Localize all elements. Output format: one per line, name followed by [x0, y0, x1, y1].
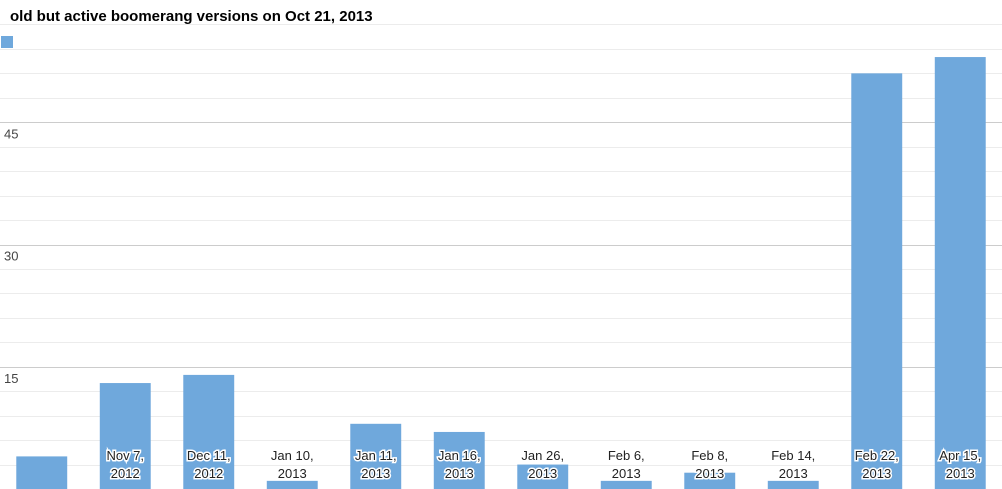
x-category-label: Feb 6, — [608, 448, 645, 463]
grid-layer — [0, 24, 1002, 466]
chart-title: old but active boomerang versions on Oct… — [10, 8, 373, 25]
x-category-label: Jan 10, — [271, 448, 314, 463]
x-category-label: 2013 — [278, 466, 307, 481]
bar[interactable] — [517, 464, 569, 489]
label-layer: 15 30 45 Nov 7, 2012 Dec 11, 2012 Jan 10, 2013 Ja… — [4, 126, 983, 482]
x-category-label: Jan 26, — [521, 448, 564, 463]
x-category-label: 2012 — [111, 466, 140, 481]
bar[interactable] — [851, 73, 903, 489]
x-category-label: 2013 — [361, 466, 390, 481]
bar[interactable] — [183, 374, 235, 489]
bar[interactable] — [934, 57, 986, 489]
x-category-label: 2012 — [194, 466, 223, 481]
bar[interactable] — [266, 480, 318, 489]
x-category-label: Jan 11, — [355, 448, 397, 463]
bar-layer — [16, 57, 986, 489]
x-category-label: 2013 — [779, 466, 808, 481]
x-category-label: 2013 — [612, 466, 641, 481]
bar[interactable] — [767, 480, 819, 489]
x-category-label: Feb 14, — [771, 448, 815, 463]
x-category-label: Dec 11, — [187, 448, 231, 463]
x-category-label: Apr 15, — [939, 448, 981, 463]
legend-swatch — [1, 36, 13, 48]
bar[interactable] — [350, 423, 402, 489]
y-tick-label: 45 — [4, 126, 18, 141]
bar[interactable] — [16, 456, 68, 489]
x-category-label: 2013 — [862, 466, 891, 481]
x-category-label: 2013 — [445, 466, 474, 481]
legend — [1, 36, 13, 48]
x-category-label: Feb 8, — [691, 448, 728, 463]
y-tick-label: 15 — [4, 371, 18, 386]
bar[interactable] — [684, 472, 736, 489]
x-category-label: 2013 — [695, 466, 724, 481]
x-category-label: 2013 — [946, 466, 975, 481]
bar[interactable] — [99, 383, 151, 489]
bar[interactable] — [433, 431, 485, 489]
x-category-label: 2013 — [528, 466, 557, 481]
x-category-label: Jan 16, — [438, 448, 481, 463]
x-category-label: Feb 22, — [855, 448, 899, 463]
y-tick-label: 30 — [4, 249, 18, 264]
x-category-label: Nov 7, — [106, 448, 144, 463]
bar[interactable] — [600, 480, 652, 489]
